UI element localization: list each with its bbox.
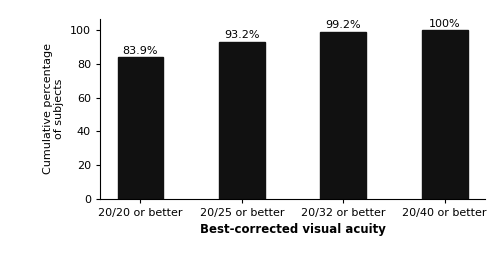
Text: 93.2%: 93.2% — [224, 30, 260, 41]
Text: 100%: 100% — [429, 19, 460, 29]
Bar — [219, 42, 264, 199]
X-axis label: Best-corrected visual acuity: Best-corrected visual acuity — [200, 223, 386, 236]
Y-axis label: Cumulative percentage
of subjects: Cumulative percentage of subjects — [43, 43, 64, 174]
Bar — [320, 32, 366, 199]
Text: 99.2%: 99.2% — [326, 20, 361, 30]
Bar — [422, 30, 468, 199]
Text: 83.9%: 83.9% — [122, 46, 158, 56]
Bar — [118, 58, 163, 199]
